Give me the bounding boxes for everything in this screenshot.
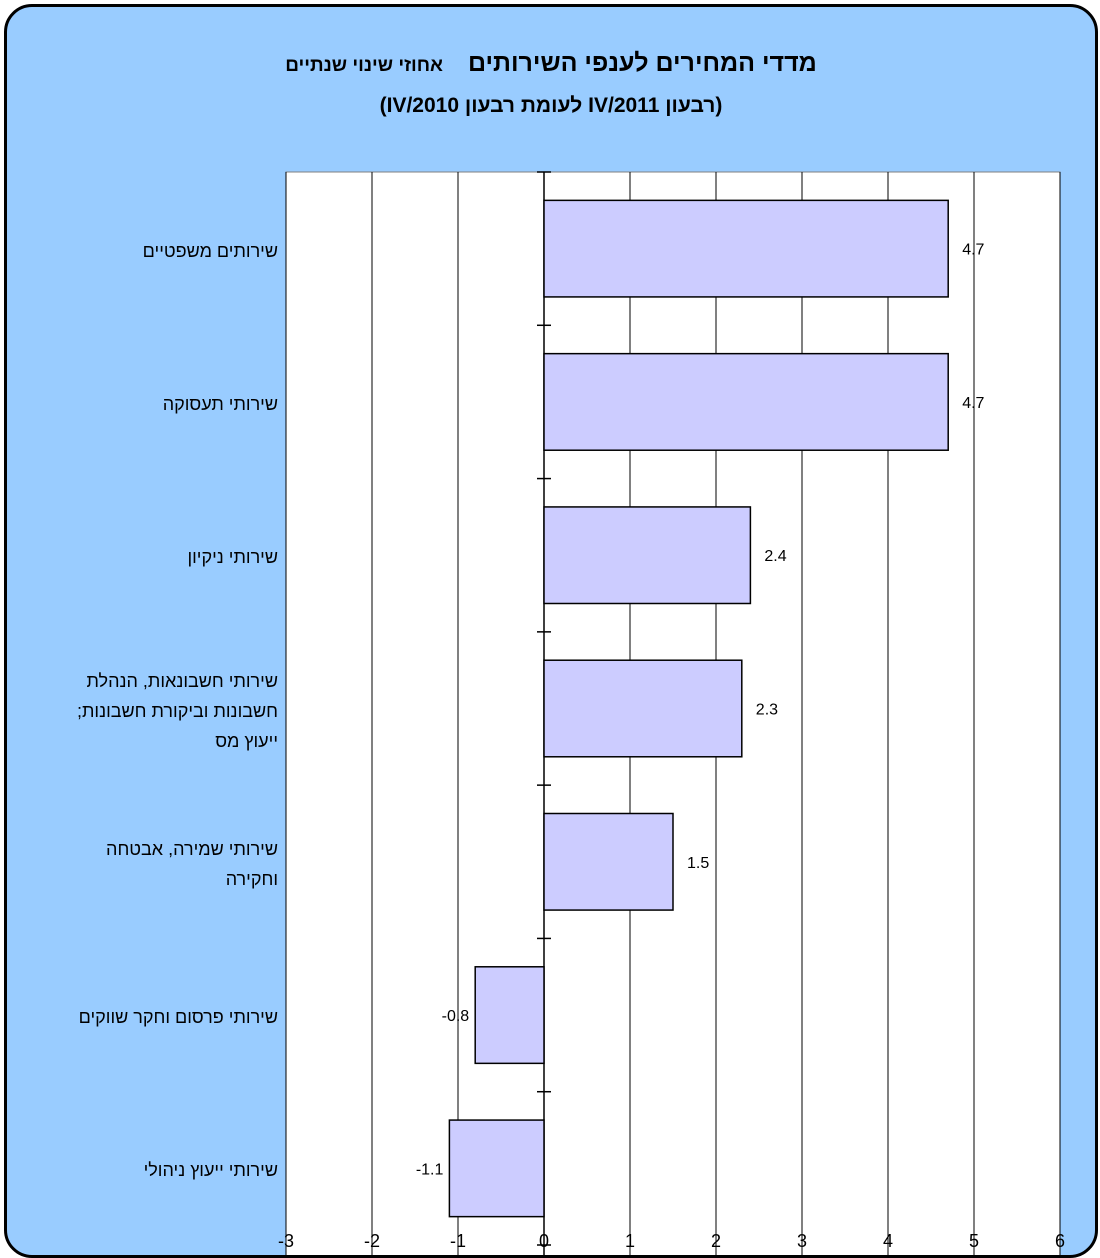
category-label: שירותי חשבונאות, הנהלת חשבונות וביקורת חש…: [8, 666, 278, 756]
x-tick-label: 3: [797, 1231, 807, 1251]
x-tick-label: 1: [625, 1231, 635, 1251]
x-tick-label: 5: [969, 1231, 979, 1251]
bar: [474, 966, 545, 1065]
x-tick-label: -2: [364, 1231, 380, 1251]
category-label-line: חשבונות וביקורת חשבונות;: [76, 700, 278, 721]
data-label: 1.5: [687, 855, 709, 872]
category-label: שירותי שמירה, אבטחה וחקירה: [8, 834, 278, 894]
chart-subtitle: (רבעון IV/2011 לעומת רבעון IV/2010): [379, 94, 723, 117]
chart-title-suffix: אחוזי שינוי שנתיים: [285, 55, 444, 76]
category-label: שירותי תעסוקה: [8, 389, 278, 419]
data-label: 2.4: [764, 548, 786, 565]
data-label: -0.8: [442, 1008, 470, 1025]
bar: [543, 812, 674, 911]
bar: [543, 199, 949, 298]
bar: [448, 1119, 545, 1218]
x-tick-label: -3: [278, 1231, 294, 1251]
x-tick-label: -1: [450, 1231, 466, 1251]
category-label-line: שירותי ייעוץ ניהולי: [143, 1160, 278, 1181]
category-label: שירותי פרסום וחקר שווקים: [8, 1002, 278, 1032]
category-label-line: וחקירה: [225, 868, 278, 889]
data-label: 4.7: [962, 242, 984, 259]
category-label-line: שירותי שמירה, אבטחה: [106, 838, 278, 859]
data-label: 4.7: [962, 395, 984, 412]
x-tick-label: 6: [1055, 1231, 1065, 1251]
category-label-line: ייעוץ מס: [215, 730, 278, 751]
category-label: שירותי ניקיון: [8, 542, 278, 572]
x-tick-label: 2: [711, 1231, 721, 1251]
category-label: שירותי ייעוץ ניהולי: [8, 1155, 278, 1185]
chart-title-block: מדדי המחירים לענפי השירותים אחוזי שינוי …: [7, 45, 1095, 128]
data-label: 2.3: [756, 702, 778, 719]
bar: [543, 352, 949, 451]
category-label: שירותים משפטיים: [8, 236, 278, 266]
bar: [543, 506, 752, 605]
category-label-line: שירותי פרסום וחקר שווקים: [78, 1007, 278, 1028]
x-tick-label: 4: [883, 1231, 893, 1251]
data-label: -1.1: [416, 1161, 444, 1178]
chart-title: מדדי המחירים לענפי השירותים: [467, 49, 817, 77]
category-label-line: שירותי תעסוקה: [162, 393, 278, 414]
chart-frame: מדדי המחירים לענפי השירותים אחוזי שינוי …: [4, 4, 1098, 1258]
category-label-line: שירותי חשבונאות, הנהלת: [86, 670, 278, 691]
category-label-line: שירותים משפטיים: [142, 240, 278, 261]
bar-chart: -3-2-101234564.74.72.42.31.5-0.8-1.1: [278, 171, 1065, 1255]
chart-title-line: מדדי המחירים לענפי השירותים אחוזי שינוי …: [7, 45, 1095, 84]
category-label-line: שירותי ניקיון: [187, 547, 278, 568]
bar: [543, 659, 743, 758]
